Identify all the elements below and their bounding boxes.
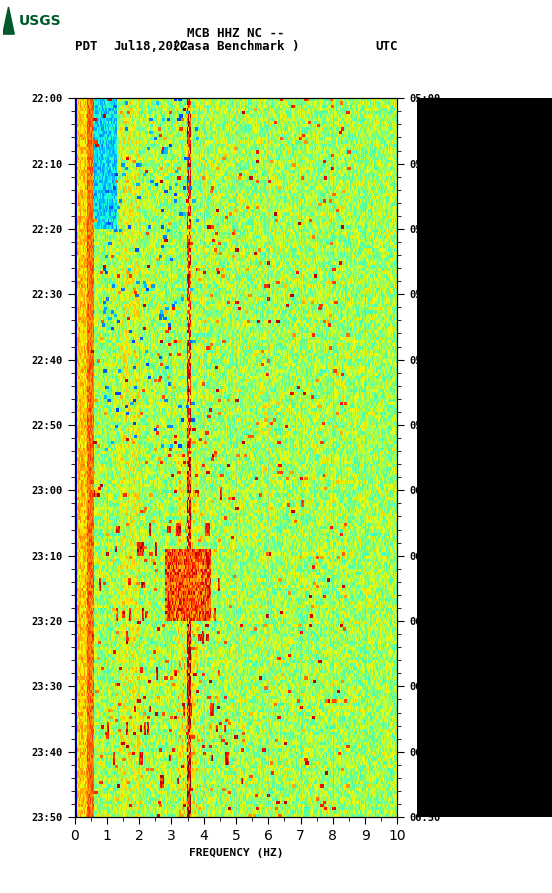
Text: (Casa Benchmark ): (Casa Benchmark ) — [172, 40, 300, 53]
Polygon shape — [3, 7, 14, 34]
Text: Jul18,2022: Jul18,2022 — [113, 40, 188, 53]
X-axis label: FREQUENCY (HZ): FREQUENCY (HZ) — [189, 848, 283, 858]
Text: PDT: PDT — [75, 40, 97, 53]
Text: MCB HHZ NC --: MCB HHZ NC -- — [187, 27, 285, 39]
Text: USGS: USGS — [19, 13, 61, 28]
Text: UTC: UTC — [375, 40, 397, 53]
